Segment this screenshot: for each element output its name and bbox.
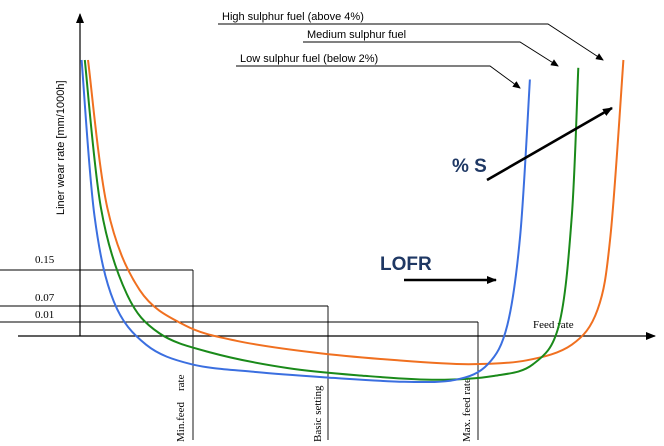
y-axis-label: Liner wear rate [mm/1000h] <box>55 80 67 215</box>
sulphur-annotation: % S <box>452 156 487 177</box>
basic-setting-label: Basic setting <box>312 385 324 442</box>
ytick-label-015: 0.15 <box>35 254 55 266</box>
series-line-medium <box>83 59 580 381</box>
x-axis-label: Feed rate <box>533 319 574 331</box>
legend-high-leader <box>218 23 604 61</box>
legend-low-leader <box>236 65 521 89</box>
max-feed-label: Max. feed rate <box>461 378 473 442</box>
legend-medium-leader <box>303 41 559 67</box>
series-group <box>80 59 625 384</box>
legend-low-sulphur: Low sulphur fuel (below 2%) <box>240 53 378 65</box>
legend-medium-sulphur: Medium sulphur fuel <box>307 29 406 41</box>
ytick-label-007: 0.07 <box>35 292 55 304</box>
series-line-high <box>87 59 625 366</box>
ytick-label-001: 0.01 <box>35 309 54 321</box>
legend-high-sulphur: High sulphur fuel (above 4%) <box>222 11 364 23</box>
series-line-low <box>80 59 531 384</box>
min-feed-label: Min.feed rate <box>175 374 187 442</box>
lofr-annotation: LOFR <box>380 254 432 275</box>
sulphur-arrow <box>486 106 613 182</box>
